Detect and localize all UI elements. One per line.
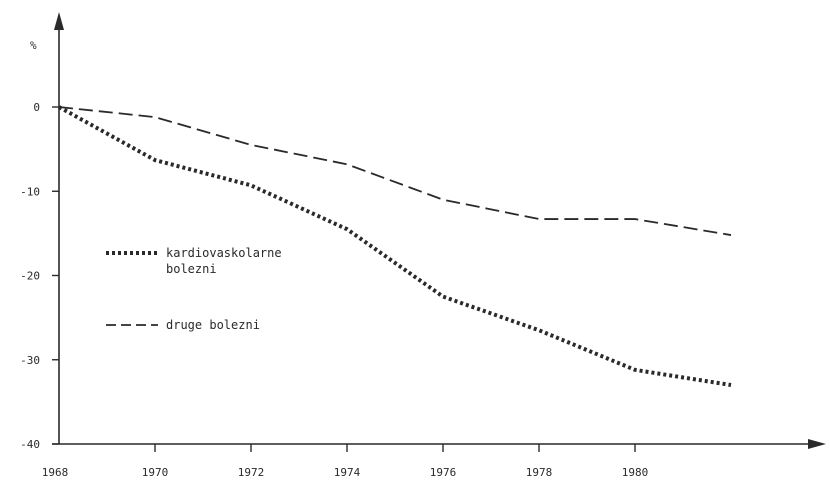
y-tick-label: -10 — [20, 185, 40, 198]
x-axis-arrow — [808, 439, 826, 449]
series-group — [58, 105, 732, 388]
x-tick-label: 1968 — [42, 466, 69, 479]
x-tick-label: 1978 — [526, 466, 553, 479]
y-tick-label: -40 — [20, 438, 40, 451]
y-tick-label: -30 — [20, 354, 40, 367]
x-tick-label: 1976 — [430, 466, 457, 479]
legend-label-druge-bolezni: druge bolezni — [166, 318, 260, 332]
x-tick-label: 1970 — [142, 466, 169, 479]
y-tick-label: 0 — [33, 101, 40, 114]
x-tick-label: 1980 — [622, 466, 649, 479]
y-tick-label: -20 — [20, 270, 40, 283]
x-tick-label: 1974 — [334, 466, 361, 479]
y-axis-unit-label: % — [30, 39, 37, 52]
legend: kardiovaskolarne bolezni druge bolezni — [106, 246, 282, 332]
series-line-druge-bolezni — [58, 106, 732, 236]
y-axis-arrow — [54, 12, 64, 30]
x-tick-label: 1972 — [238, 466, 265, 479]
series-line-kardiovaskolarne — [58, 105, 732, 388]
legend-label-kardiovaskolarne-line1: kardiovaskolarne — [166, 246, 282, 260]
y-ticks: 0 -10 -20 -30 -40 — [20, 101, 59, 451]
legend-label-kardiovaskolarne-line2: bolezni — [166, 262, 217, 276]
x-ticks: 1968 1970 1972 1974 1976 1978 1980 — [42, 444, 649, 479]
